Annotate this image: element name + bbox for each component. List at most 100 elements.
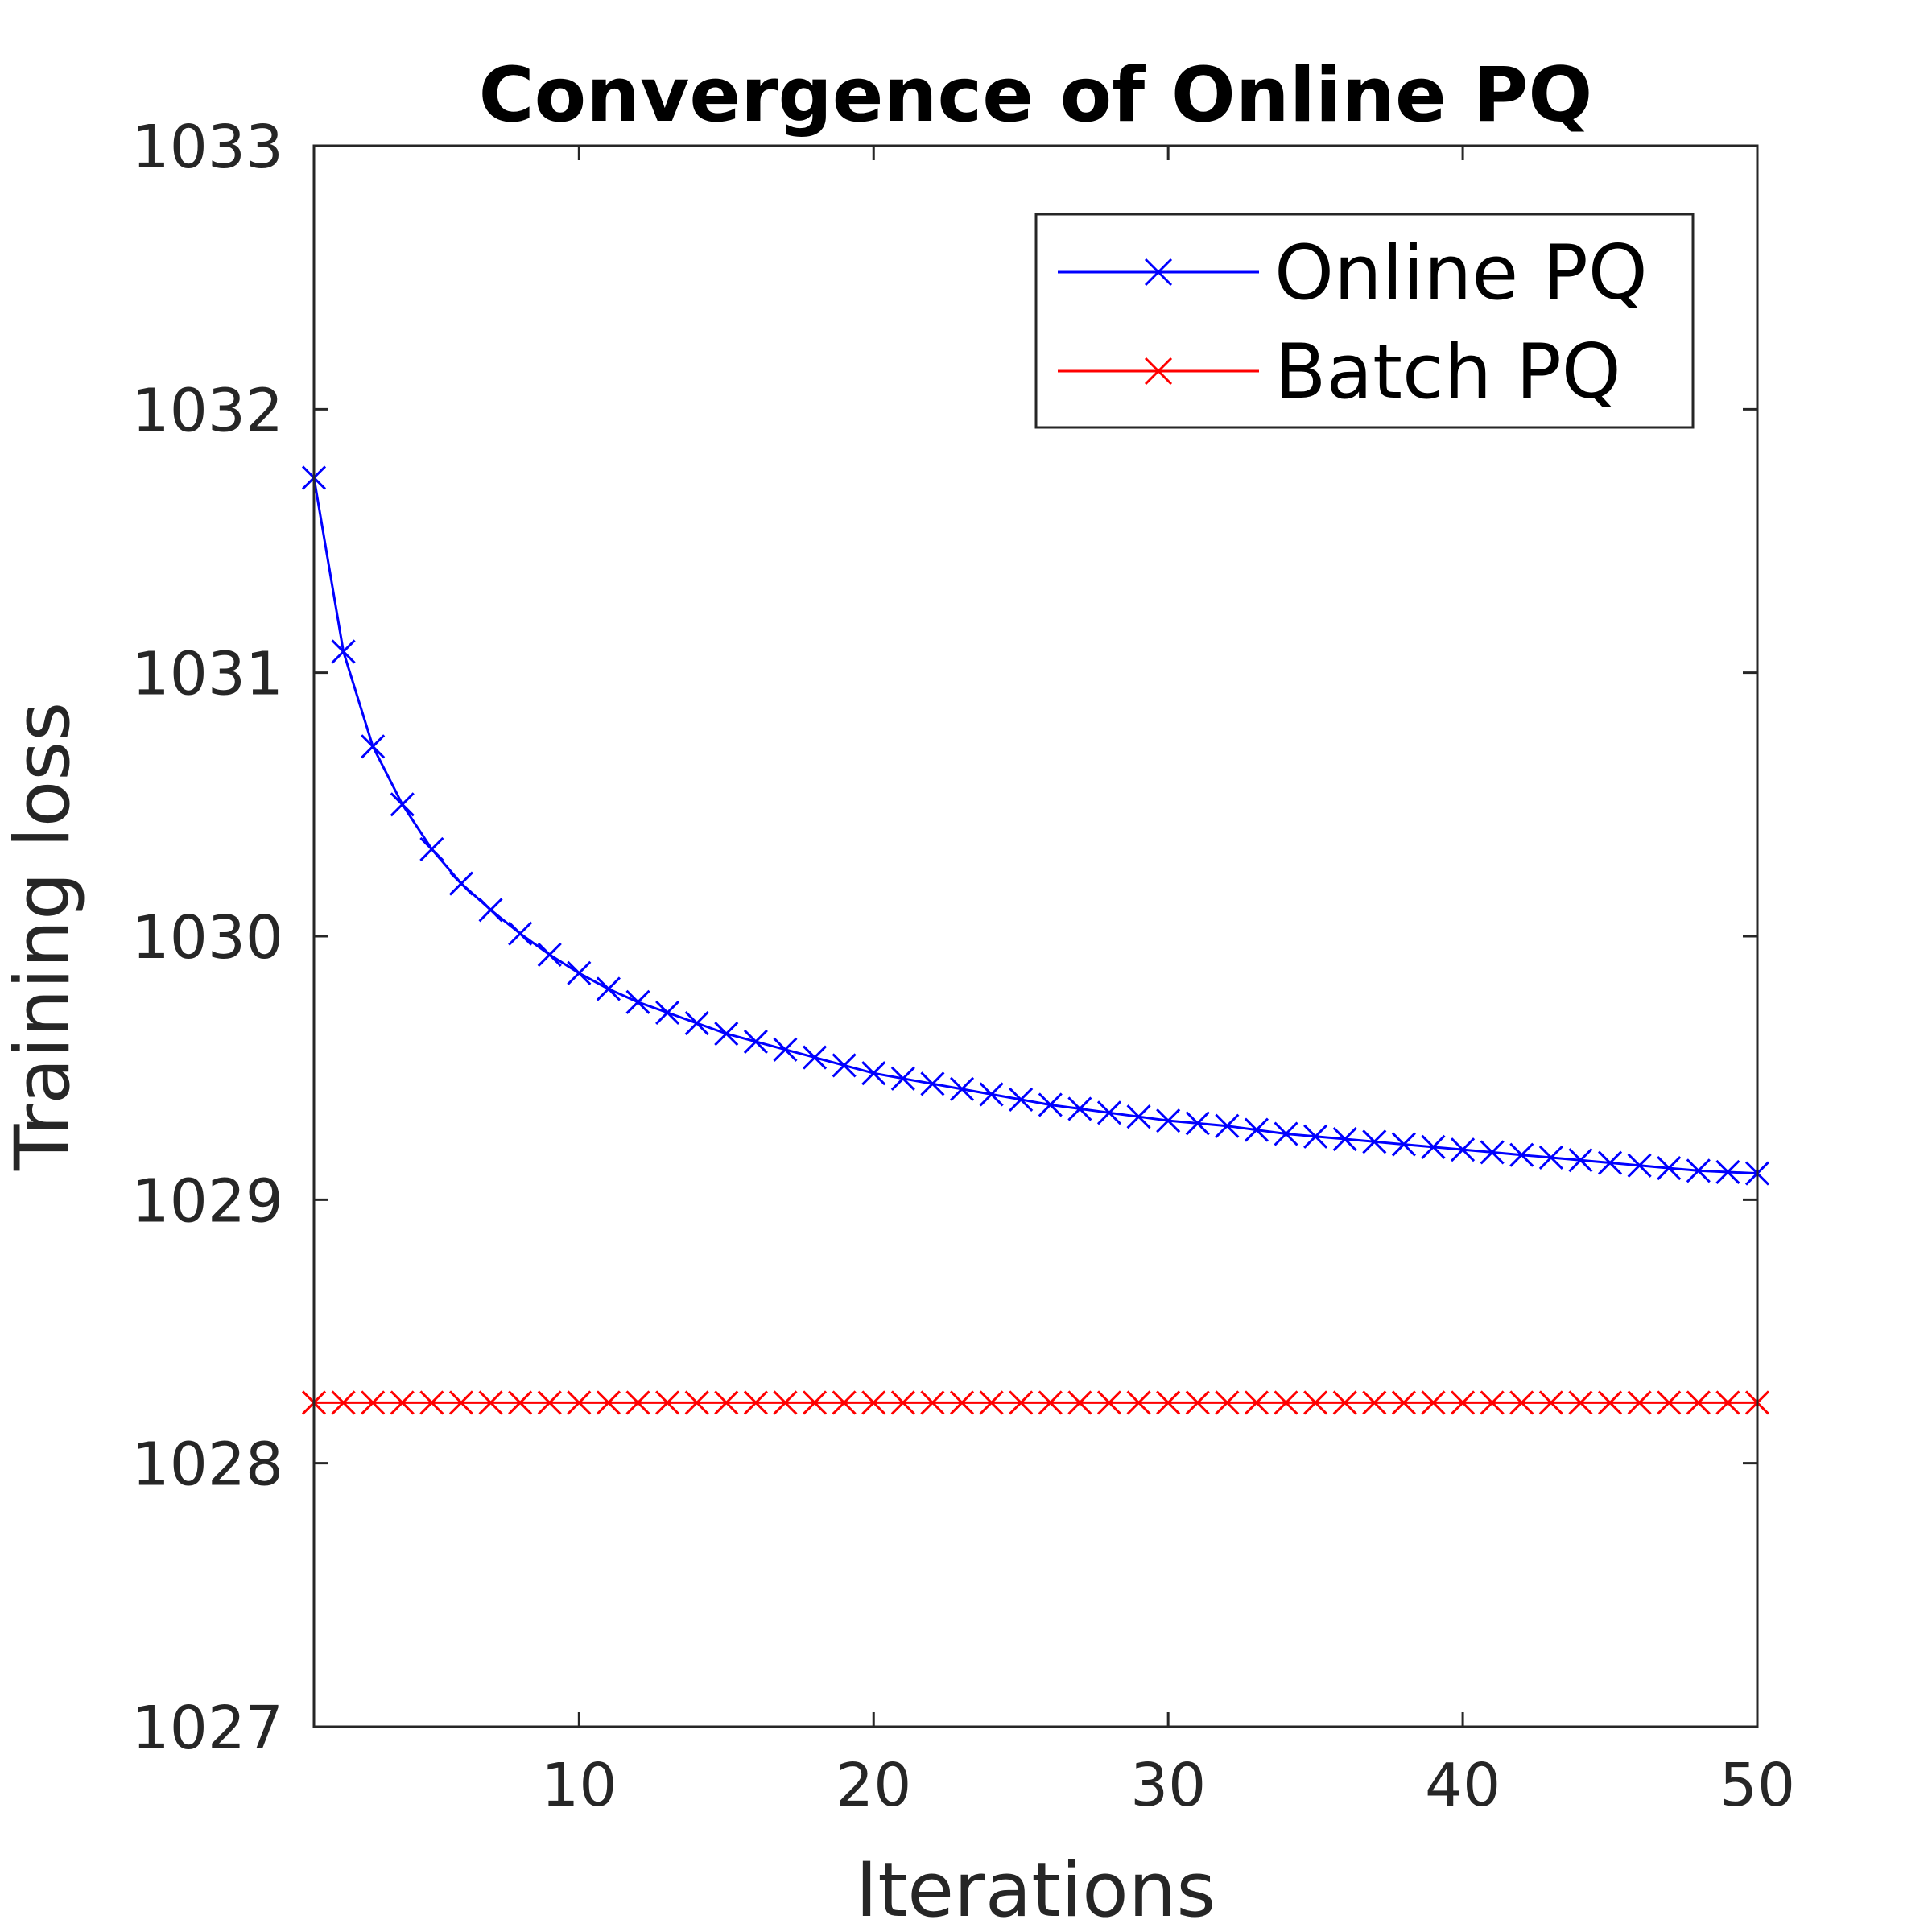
data-point-marker: [773, 1037, 798, 1062]
legend: Online PQ Batch PQ: [1034, 213, 1695, 429]
data-point-marker: [655, 1000, 680, 1025]
data-point-marker: [1509, 1142, 1534, 1167]
y-tick-label: 1033: [132, 113, 283, 182]
data-point-marker: [803, 1390, 828, 1415]
data-point-marker: [1391, 1132, 1416, 1157]
data-point-marker: [1244, 1117, 1269, 1142]
data-point-marker: [655, 1390, 680, 1415]
data-point-marker: [832, 1390, 857, 1415]
legend-item: Batch PQ: [1058, 328, 1621, 416]
data-point-marker: [684, 1010, 709, 1036]
series-line: [312, 477, 1758, 1175]
data-point-marker: [567, 960, 592, 985]
data-point-marker: [803, 1045, 828, 1070]
data-point-marker: [390, 792, 415, 817]
data-point-marker: [1451, 1137, 1476, 1162]
x-tick-label: 30: [1130, 1751, 1206, 1820]
data-point-marker: [1067, 1096, 1092, 1121]
data-point-marker: [1686, 1158, 1711, 1183]
data-point-marker: [1568, 1390, 1593, 1415]
data-point-marker: [1657, 1390, 1682, 1415]
data-point-marker: [1451, 1390, 1476, 1415]
data-point-marker: [920, 1071, 945, 1096]
x-tick-label: 40: [1425, 1751, 1501, 1820]
data-point-marker: [1096, 1100, 1122, 1125]
legend-box: [1034, 213, 1695, 429]
data-point-marker: [1303, 1124, 1328, 1149]
data-point-marker: [1185, 1390, 1210, 1415]
x-tick-label: 50: [1719, 1751, 1795, 1820]
data-point-marker: [1421, 1390, 1446, 1415]
x-axis-label: Iterations: [856, 1847, 1216, 1932]
data-point-marker: [1096, 1390, 1122, 1415]
data-point-marker: [714, 1022, 739, 1046]
legend-marker: [1144, 357, 1173, 386]
data-point-marker: [1274, 1121, 1298, 1146]
legend-label: Batch PQ: [1274, 328, 1621, 416]
data-point-marker: [920, 1390, 945, 1415]
data-point-marker: [596, 1390, 621, 1415]
data-point-marker: [537, 942, 562, 967]
data-point-marker: [1009, 1087, 1034, 1113]
data-point-marker: [331, 1390, 356, 1415]
data-point-marker: [1391, 1390, 1416, 1415]
legend-item: Online PQ: [1058, 229, 1648, 317]
data-point-marker: [448, 871, 474, 896]
y-tick-label: 1032: [132, 376, 283, 445]
data-point-marker: [861, 1390, 886, 1415]
data-point-marker: [1009, 1390, 1034, 1415]
series-2: [301, 1390, 1770, 1415]
data-point-marker: [1156, 1390, 1181, 1415]
data-point-marker: [1597, 1390, 1623, 1415]
x-tick-label: 10: [541, 1751, 617, 1820]
data-point-marker: [1038, 1092, 1063, 1117]
data-point-marker: [1274, 1390, 1298, 1415]
y-tick-label: 1029: [132, 1166, 283, 1236]
data-point-marker: [949, 1076, 975, 1101]
data-point-marker: [1509, 1390, 1534, 1415]
data-point-marker: [478, 1390, 503, 1415]
data-point-marker: [625, 989, 650, 1014]
y-axis-label: Training loss: [0, 702, 87, 1171]
data-point-marker: [1568, 1148, 1593, 1173]
data-point-marker: [1303, 1390, 1328, 1415]
data-point-marker: [1715, 1159, 1740, 1185]
data-point-marker: [1126, 1104, 1151, 1129]
data-point-marker: [1244, 1390, 1269, 1415]
data-point-marker: [979, 1390, 1004, 1415]
x-tick-label: 20: [836, 1751, 911, 1820]
data-point-marker: [1038, 1390, 1063, 1415]
data-point-marker: [1657, 1155, 1682, 1181]
data-point-marker: [1480, 1390, 1505, 1415]
data-point-marker: [567, 1390, 592, 1415]
data-point-marker: [478, 898, 503, 923]
data-point-marker: [1067, 1390, 1092, 1415]
y-tick-label: 1027: [132, 1694, 283, 1763]
data-point-marker: [1126, 1390, 1151, 1415]
y-tick-label: 1031: [132, 640, 283, 709]
data-point-marker: [1362, 1129, 1387, 1154]
data-point-marker: [1715, 1390, 1740, 1415]
data-point-marker: [773, 1390, 798, 1415]
data-point-marker: [949, 1390, 975, 1415]
data-point-marker: [1185, 1111, 1210, 1136]
data-point-marker: [1332, 1390, 1357, 1415]
data-point-marker: [361, 734, 386, 759]
data-point-marker: [832, 1053, 857, 1078]
data-point-marker: [743, 1029, 768, 1054]
legend-marker: [1144, 258, 1173, 287]
data-point-marker: [508, 1390, 533, 1415]
data-point-marker: [684, 1390, 709, 1415]
data-point-marker: [1332, 1126, 1357, 1152]
data-point-marker: [979, 1082, 1004, 1107]
data-point-marker: [331, 639, 356, 664]
data-point-marker: [596, 976, 621, 1001]
data-point-marker: [390, 1390, 415, 1415]
y-tick-label: 1028: [132, 1430, 283, 1500]
data-point-marker: [448, 1390, 474, 1415]
data-point-marker: [890, 1066, 915, 1091]
data-point-marker: [419, 836, 444, 862]
data-point-marker: [361, 1390, 386, 1415]
